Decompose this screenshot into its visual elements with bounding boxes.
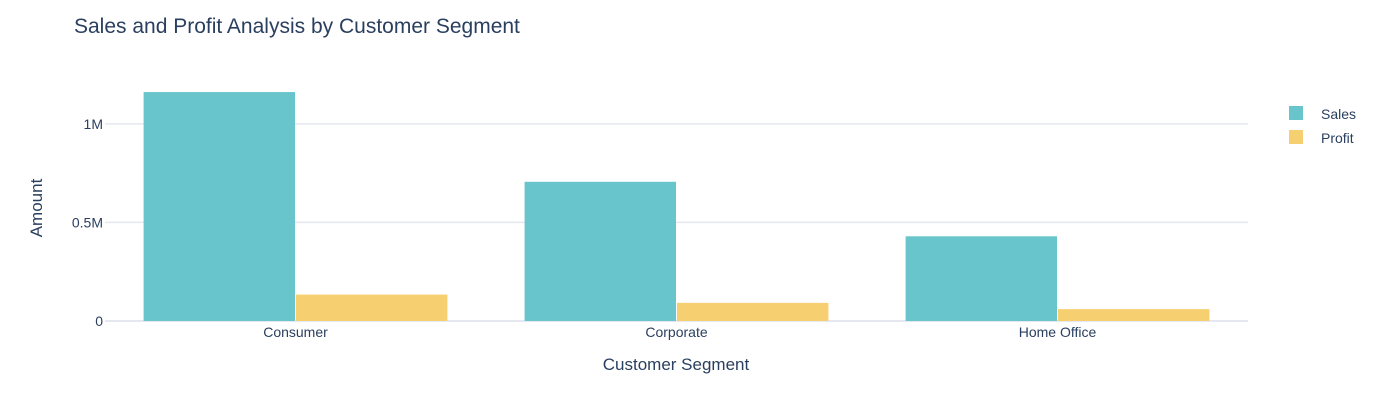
x-axis-title: Customer Segment	[603, 355, 750, 374]
bar-sales-corporate	[524, 181, 676, 321]
y-axis-ticks: 0 0.5M 1M	[72, 116, 103, 329]
x-tick-label: Home Office	[1019, 324, 1097, 340]
x-tick-label: Corporate	[645, 324, 707, 340]
legend-label-profit: Profit	[1321, 130, 1354, 146]
bars	[143, 92, 1210, 322]
grid-lines	[105, 123, 1248, 322]
y-axis-title: Amount	[27, 178, 46, 237]
legend-label-sales: Sales	[1321, 106, 1356, 122]
x-axis-ticks: Consumer Corporate Home Office	[263, 324, 1096, 340]
bar-sales-home-office	[905, 236, 1057, 321]
legend-swatch-profit	[1289, 130, 1303, 144]
y-tick-label: 0	[95, 313, 103, 329]
y-tick-label: 0.5M	[72, 214, 103, 230]
chart-title: Sales and Profit Analysis by Customer Se…	[74, 15, 520, 38]
x-tick-label: Consumer	[263, 324, 328, 340]
bar-profit-home-office	[1058, 309, 1210, 321]
legend-swatch-sales	[1289, 106, 1303, 120]
y-tick-label: 1M	[84, 116, 103, 132]
bar-profit-consumer	[296, 294, 448, 321]
legend: Sales Profit	[1289, 106, 1356, 146]
bar-profit-corporate	[677, 302, 829, 321]
bar-sales-consumer	[143, 92, 295, 322]
